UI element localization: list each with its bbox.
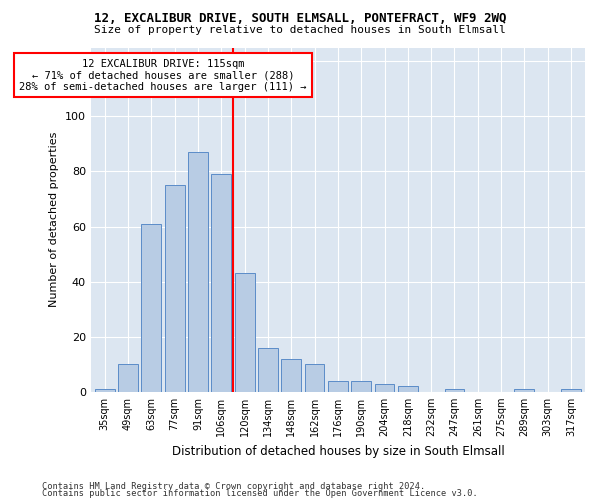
Bar xyxy=(305,364,325,392)
Bar xyxy=(165,185,185,392)
Bar xyxy=(351,381,371,392)
Bar xyxy=(445,389,464,392)
Bar xyxy=(118,364,138,392)
Bar xyxy=(398,386,418,392)
X-axis label: Distribution of detached houses by size in South Elmsall: Distribution of detached houses by size … xyxy=(172,444,504,458)
Bar xyxy=(258,348,278,392)
Bar xyxy=(142,224,161,392)
Bar xyxy=(328,381,348,392)
Text: Contains HM Land Registry data © Crown copyright and database right 2024.: Contains HM Land Registry data © Crown c… xyxy=(42,482,425,491)
Bar xyxy=(514,389,534,392)
Text: Contains public sector information licensed under the Open Government Licence v3: Contains public sector information licen… xyxy=(42,490,478,498)
Bar xyxy=(95,389,115,392)
Bar xyxy=(561,389,581,392)
Bar xyxy=(211,174,231,392)
Bar xyxy=(235,274,254,392)
Text: 12 EXCALIBUR DRIVE: 115sqm
← 71% of detached houses are smaller (288)
28% of sem: 12 EXCALIBUR DRIVE: 115sqm ← 71% of deta… xyxy=(19,58,307,92)
Text: 12, EXCALIBUR DRIVE, SOUTH ELMSALL, PONTEFRACT, WF9 2WQ: 12, EXCALIBUR DRIVE, SOUTH ELMSALL, PONT… xyxy=(94,12,506,26)
Bar xyxy=(188,152,208,392)
Bar xyxy=(281,359,301,392)
Y-axis label: Number of detached properties: Number of detached properties xyxy=(49,132,59,308)
Text: Size of property relative to detached houses in South Elmsall: Size of property relative to detached ho… xyxy=(94,25,506,35)
Bar xyxy=(374,384,394,392)
